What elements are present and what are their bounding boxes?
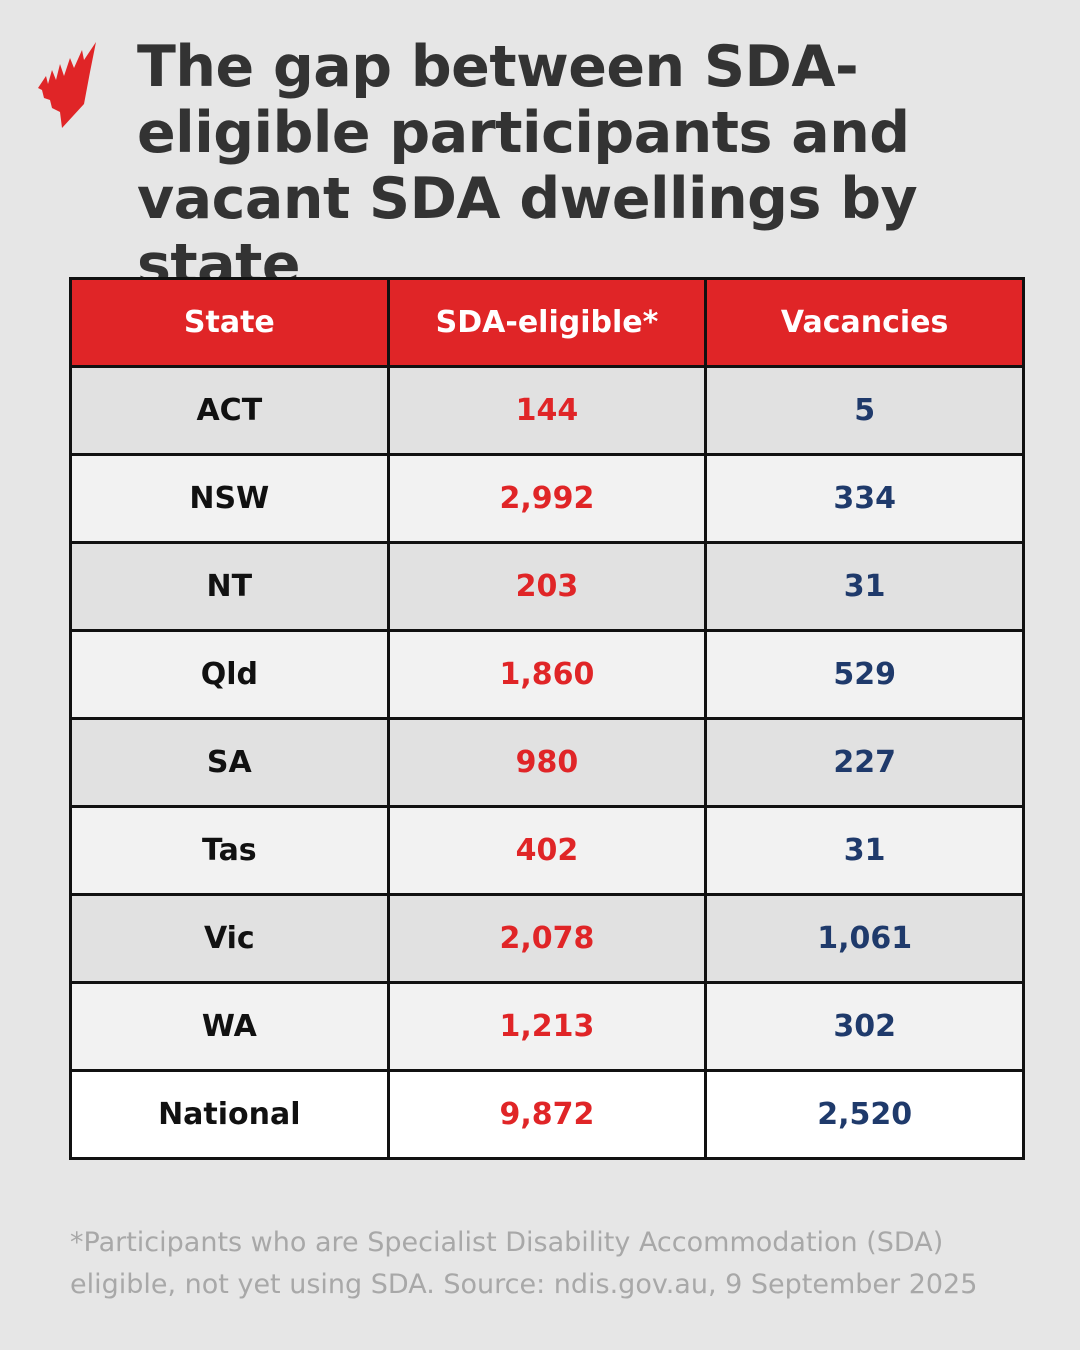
eligible-cell: 1,213	[386, 981, 708, 1072]
page-title: The gap between SDA-eligible participant…	[137, 34, 918, 298]
vacancies-cell: 1,061	[704, 893, 1025, 984]
eligible-cell: 402	[386, 805, 708, 896]
vacancies-cell: 2,520	[704, 1069, 1025, 1160]
eligible-cell: 9,872	[386, 1069, 708, 1160]
state-cell: National	[69, 1069, 390, 1160]
eligible-cell: 1,860	[386, 629, 708, 720]
sbs-logo-icon	[38, 42, 96, 128]
eligible-cell: 980	[386, 717, 708, 808]
state-cell: Vic	[69, 893, 390, 984]
vacancies-cell: 227	[704, 717, 1025, 808]
footnote: *Participants who are Specialist Disabil…	[70, 1227, 978, 1300]
state-cell: WA	[69, 981, 390, 1072]
column-header-state: State	[69, 277, 390, 368]
header-row: State SDA-eligible* Vacancies	[69, 277, 1025, 368]
vacancies-cell: 31	[704, 541, 1025, 632]
state-cell: NT	[69, 541, 390, 632]
table-row: NT 203 31	[69, 541, 1025, 632]
vacancies-cell: 529	[704, 629, 1025, 720]
table-row: SA 980 227	[69, 717, 1025, 808]
vacancies-cell: 302	[704, 981, 1025, 1072]
column-header-eligible: SDA-eligible*	[386, 277, 708, 368]
eligible-cell: 203	[386, 541, 708, 632]
state-cell: SA	[69, 717, 390, 808]
table-row: WA 1,213 302	[69, 981, 1025, 1072]
state-cell: Qld	[69, 629, 390, 720]
vacancies-cell: 31	[704, 805, 1025, 896]
table-row: Tas 402 31	[69, 805, 1025, 896]
data-table: State SDA-eligible* Vacancies ACT 144 5 NSW…	[69, 277, 1025, 1160]
eligible-cell: 2,078	[386, 893, 708, 984]
table-row: NSW 2,992 334	[69, 453, 1025, 544]
eligible-cell: 144	[386, 365, 708, 456]
table-row: ACT 144 5	[69, 365, 1025, 456]
column-header-vacancies: Vacancies	[704, 277, 1025, 368]
table-row: Vic 2,078 1,061	[69, 893, 1025, 984]
table-row: Qld 1,860 529	[69, 629, 1025, 720]
eligible-cell: 2,992	[386, 453, 708, 544]
vacancies-cell: 5	[704, 365, 1025, 456]
state-cell: NSW	[69, 453, 390, 544]
vacancies-cell: 334	[704, 453, 1025, 544]
state-cell: Tas	[69, 805, 390, 896]
state-cell: ACT	[69, 365, 390, 456]
total-row: National 9,872 2,520	[69, 1069, 1025, 1160]
